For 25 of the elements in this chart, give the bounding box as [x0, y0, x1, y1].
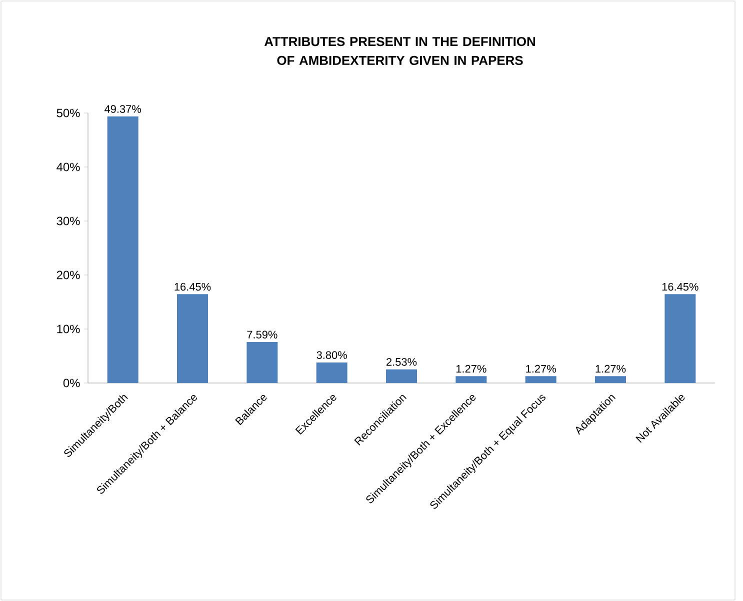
y-tick-label: 30%: [56, 216, 80, 226]
data-label: 16.45%: [662, 282, 698, 291]
data-label: 49.37%: [104, 105, 142, 113]
bar: [594, 376, 626, 383]
data-label: 16.45%: [174, 282, 211, 291]
bar: [177, 294, 208, 383]
y-tick-label: 40%: [56, 162, 80, 172]
bar: [316, 362, 348, 383]
chart-title: ATTRIBUTES PRESENT IN THE DEFINITION OF AMBIDEXTERITY GIVEN IN PAPERS: [264, 36, 535, 66]
y-tick-label: 10%: [57, 324, 80, 334]
bar: [386, 369, 417, 383]
bar: [107, 116, 138, 383]
data-label: 1.27%: [596, 364, 626, 373]
bar: [525, 376, 556, 383]
data-label: 1.27%: [526, 364, 556, 373]
bar: [246, 342, 278, 383]
bar: [664, 294, 696, 383]
y-tick-label: 0%: [63, 378, 80, 388]
y-tick-label: 20%: [56, 270, 80, 280]
y-tick-label: 50%: [56, 108, 80, 118]
data-label: 7.59%: [247, 330, 278, 338]
data-label: 3.80%: [316, 351, 347, 359]
bar: [456, 376, 487, 383]
data-label: 2.53%: [386, 358, 417, 366]
data-label: 1.27%: [456, 364, 486, 373]
